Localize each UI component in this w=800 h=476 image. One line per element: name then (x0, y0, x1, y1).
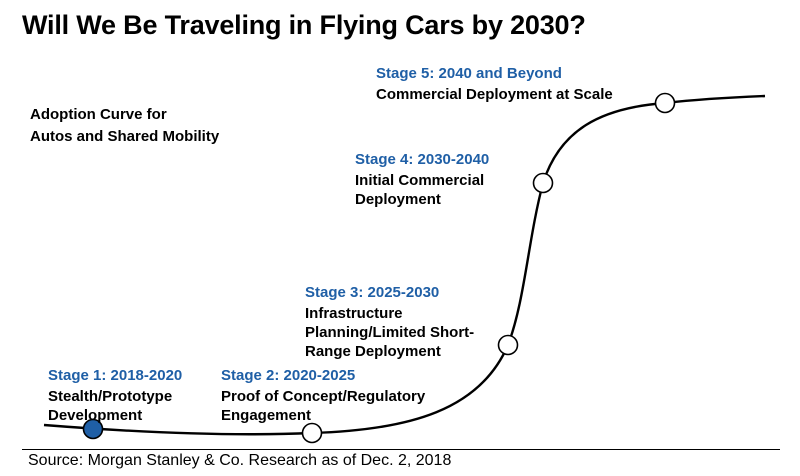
stage-4-description-line-2: Deployment (355, 191, 441, 208)
stage-1-description-line-2: Development (48, 407, 143, 424)
stage-4-marker (532, 172, 554, 194)
stage-5-marker (654, 92, 676, 114)
stage-2-description-line-2: Engagement (221, 407, 312, 424)
stage-1-marker (82, 418, 104, 440)
stage-1-description-line-1: Stealth/Prototype (48, 388, 173, 405)
stage-4-heading: Stage 4: 2030-2040 (355, 151, 490, 168)
stage-4-description-line-1: Initial Commercial (355, 172, 485, 189)
stage-3-description-line-1: Infrastructure (305, 305, 403, 322)
stage-1-label: Stage 1: 2018-2020 Stealth/Prototype Dev… (48, 366, 182, 425)
stage-2-label: Stage 2: 2020-2025 Proof of Concept/Regu… (221, 366, 425, 425)
stage-1-heading: Stage 1: 2018-2020 (48, 367, 183, 384)
subtitle-line-2: Autos and Shared Mobility (30, 128, 220, 145)
stage-4-label: Stage 4: 2030-2040 Initial Commercial De… (355, 150, 489, 209)
stage-3-description-line-2: Planning/Limited Short- (305, 324, 475, 341)
page-title: Will We Be Traveling in Flying Cars by 2… (22, 10, 586, 40)
stage-3-description-line-3: Range Deployment (305, 343, 441, 360)
subtitle-line-1: Adoption Curve for (30, 106, 167, 123)
stage-5-heading: Stage 5: 2040 and Beyond (376, 65, 562, 82)
stage-3-heading: Stage 3: 2025-2030 (305, 284, 440, 301)
stage-5-description-line-1: Commercial Deployment at Scale (376, 86, 613, 103)
stage-2-heading: Stage 2: 2020-2025 (221, 367, 356, 384)
footer-divider (22, 449, 780, 450)
stage-2-description-line-1: Proof of Concept/Regulatory (221, 388, 426, 405)
stage-3-label: Stage 3: 2025-2030 Infrastructure Planni… (305, 283, 474, 361)
source-note: Source: Morgan Stanley & Co. Research as… (28, 452, 452, 469)
diagram-subtitle: Adoption Curve for Autos and Shared Mobi… (30, 104, 219, 148)
stage-3-marker (497, 334, 519, 356)
stage-5-label: Stage 5: 2040 and Beyond Commercial Depl… (376, 64, 613, 104)
stage-2-marker (301, 422, 323, 444)
